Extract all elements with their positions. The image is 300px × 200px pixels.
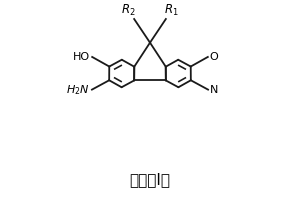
Text: $R_2$: $R_2$ (121, 3, 136, 18)
Text: 通式（I）: 通式（I） (130, 172, 170, 187)
Text: O: O (210, 52, 219, 62)
Text: $R_1$: $R_1$ (164, 3, 179, 18)
Text: N: N (210, 85, 218, 95)
Text: HO: HO (73, 52, 90, 62)
Text: $H_2N$: $H_2N$ (66, 83, 90, 97)
